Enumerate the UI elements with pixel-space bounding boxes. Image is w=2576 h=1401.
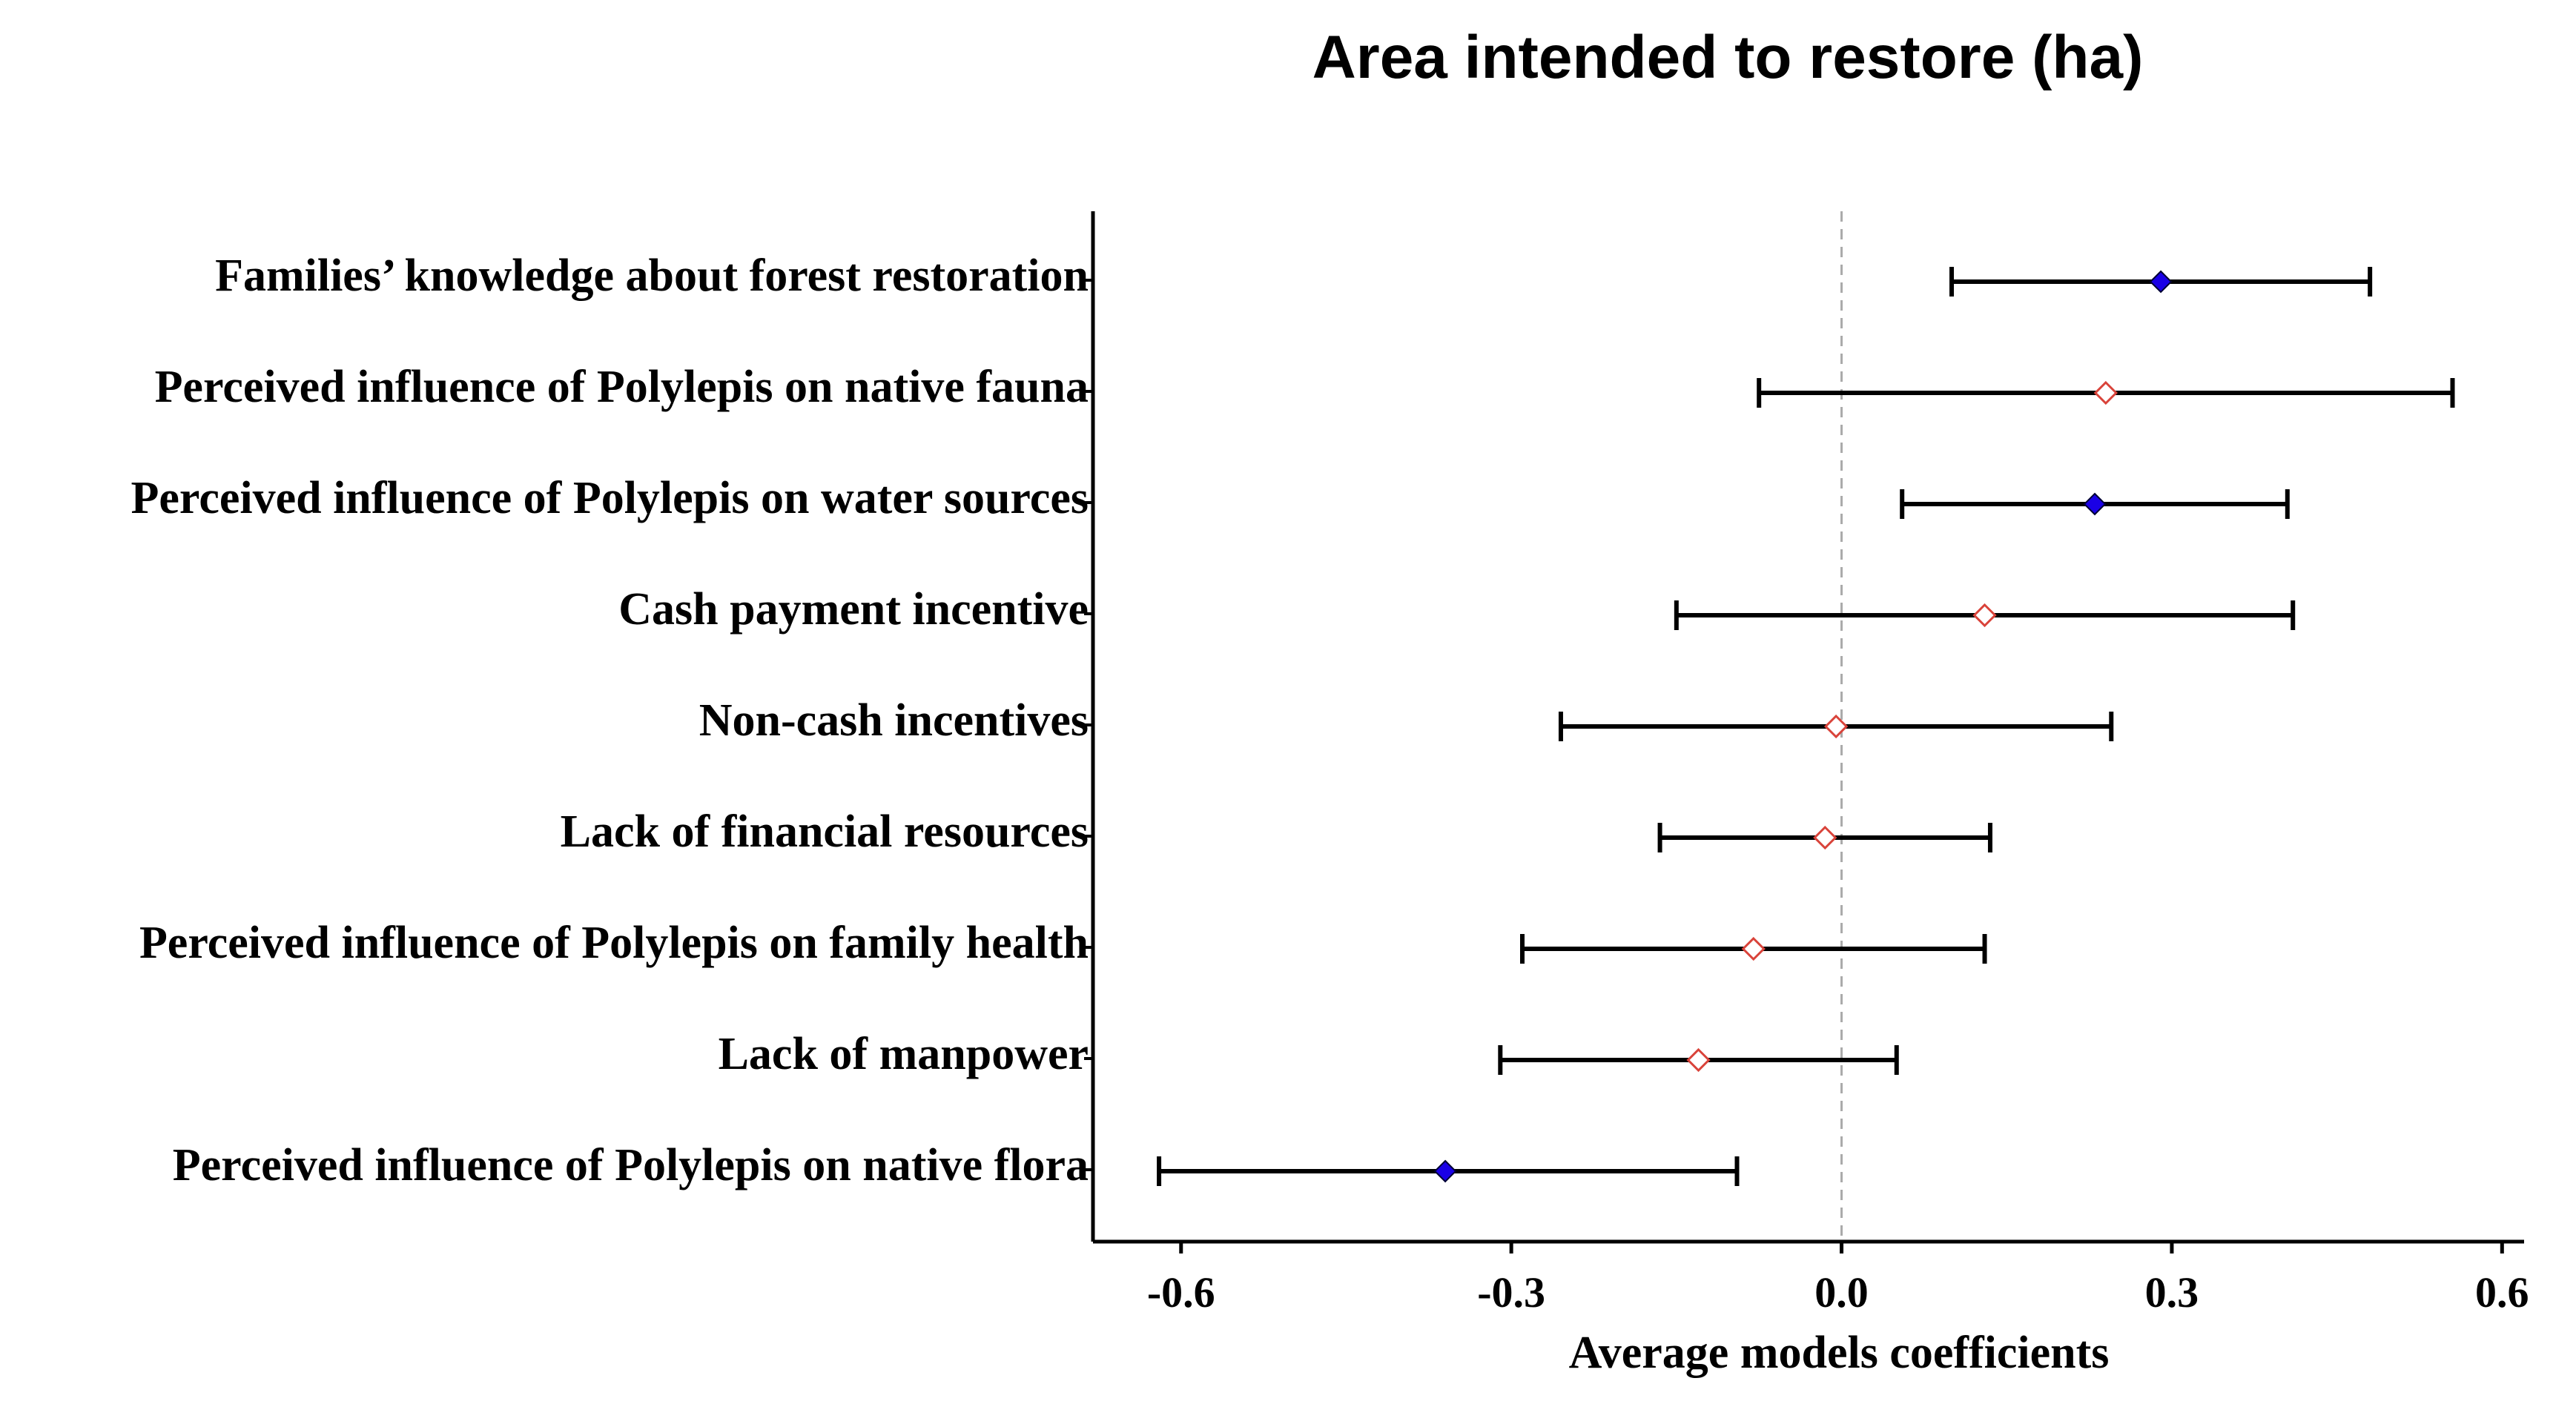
estimate-point-significant <box>2149 270 2173 294</box>
category-label: Lack of financial resources <box>561 807 1089 857</box>
x-tick-label: 0.0 <box>1814 1268 1869 1316</box>
category-label: Perceived influence of Polylepis on nati… <box>173 1140 1089 1190</box>
estimate-point-significant <box>2083 492 2107 516</box>
estimate-point-nonsignificant <box>1823 714 1849 739</box>
estimate-point-nonsignificant <box>1741 936 1766 961</box>
x-axis-label: Average models coefficients <box>1569 1328 2110 1378</box>
x-tick-label: -0.3 <box>1477 1268 1545 1316</box>
category-label: Perceived influence of Polylepis on fami… <box>139 918 1089 968</box>
category-label: Perceived influence of Polylepis on wate… <box>131 473 1089 523</box>
estimate-point-nonsignificant <box>2093 380 2118 405</box>
estimate-point-nonsignificant <box>1813 825 1837 850</box>
x-tick-label: 0.3 <box>2145 1268 2199 1316</box>
category-label: Non-cash incentives <box>699 695 1089 746</box>
x-tick-label: -0.6 <box>1147 1268 1215 1316</box>
category-label: Lack of manpower <box>719 1029 1089 1079</box>
category-label: Cash payment incentive <box>618 584 1089 635</box>
estimate-point-significant <box>1433 1159 1457 1183</box>
x-tick-label: 0.6 <box>2475 1268 2529 1316</box>
estimate-point-nonsignificant <box>1972 603 1997 628</box>
category-label: Families’ knowledge about forest restora… <box>215 251 1089 301</box>
chart-title: Area intended to restore (ha) <box>1312 24 2144 91</box>
category-label: Perceived influence of Polylepis on nati… <box>155 362 1089 412</box>
estimate-point-nonsignificant <box>1686 1047 1711 1073</box>
plot-area: -0.6 -0.3 0.0 0.3 0.6 Families’ knowledge abo… <box>131 211 2529 1316</box>
